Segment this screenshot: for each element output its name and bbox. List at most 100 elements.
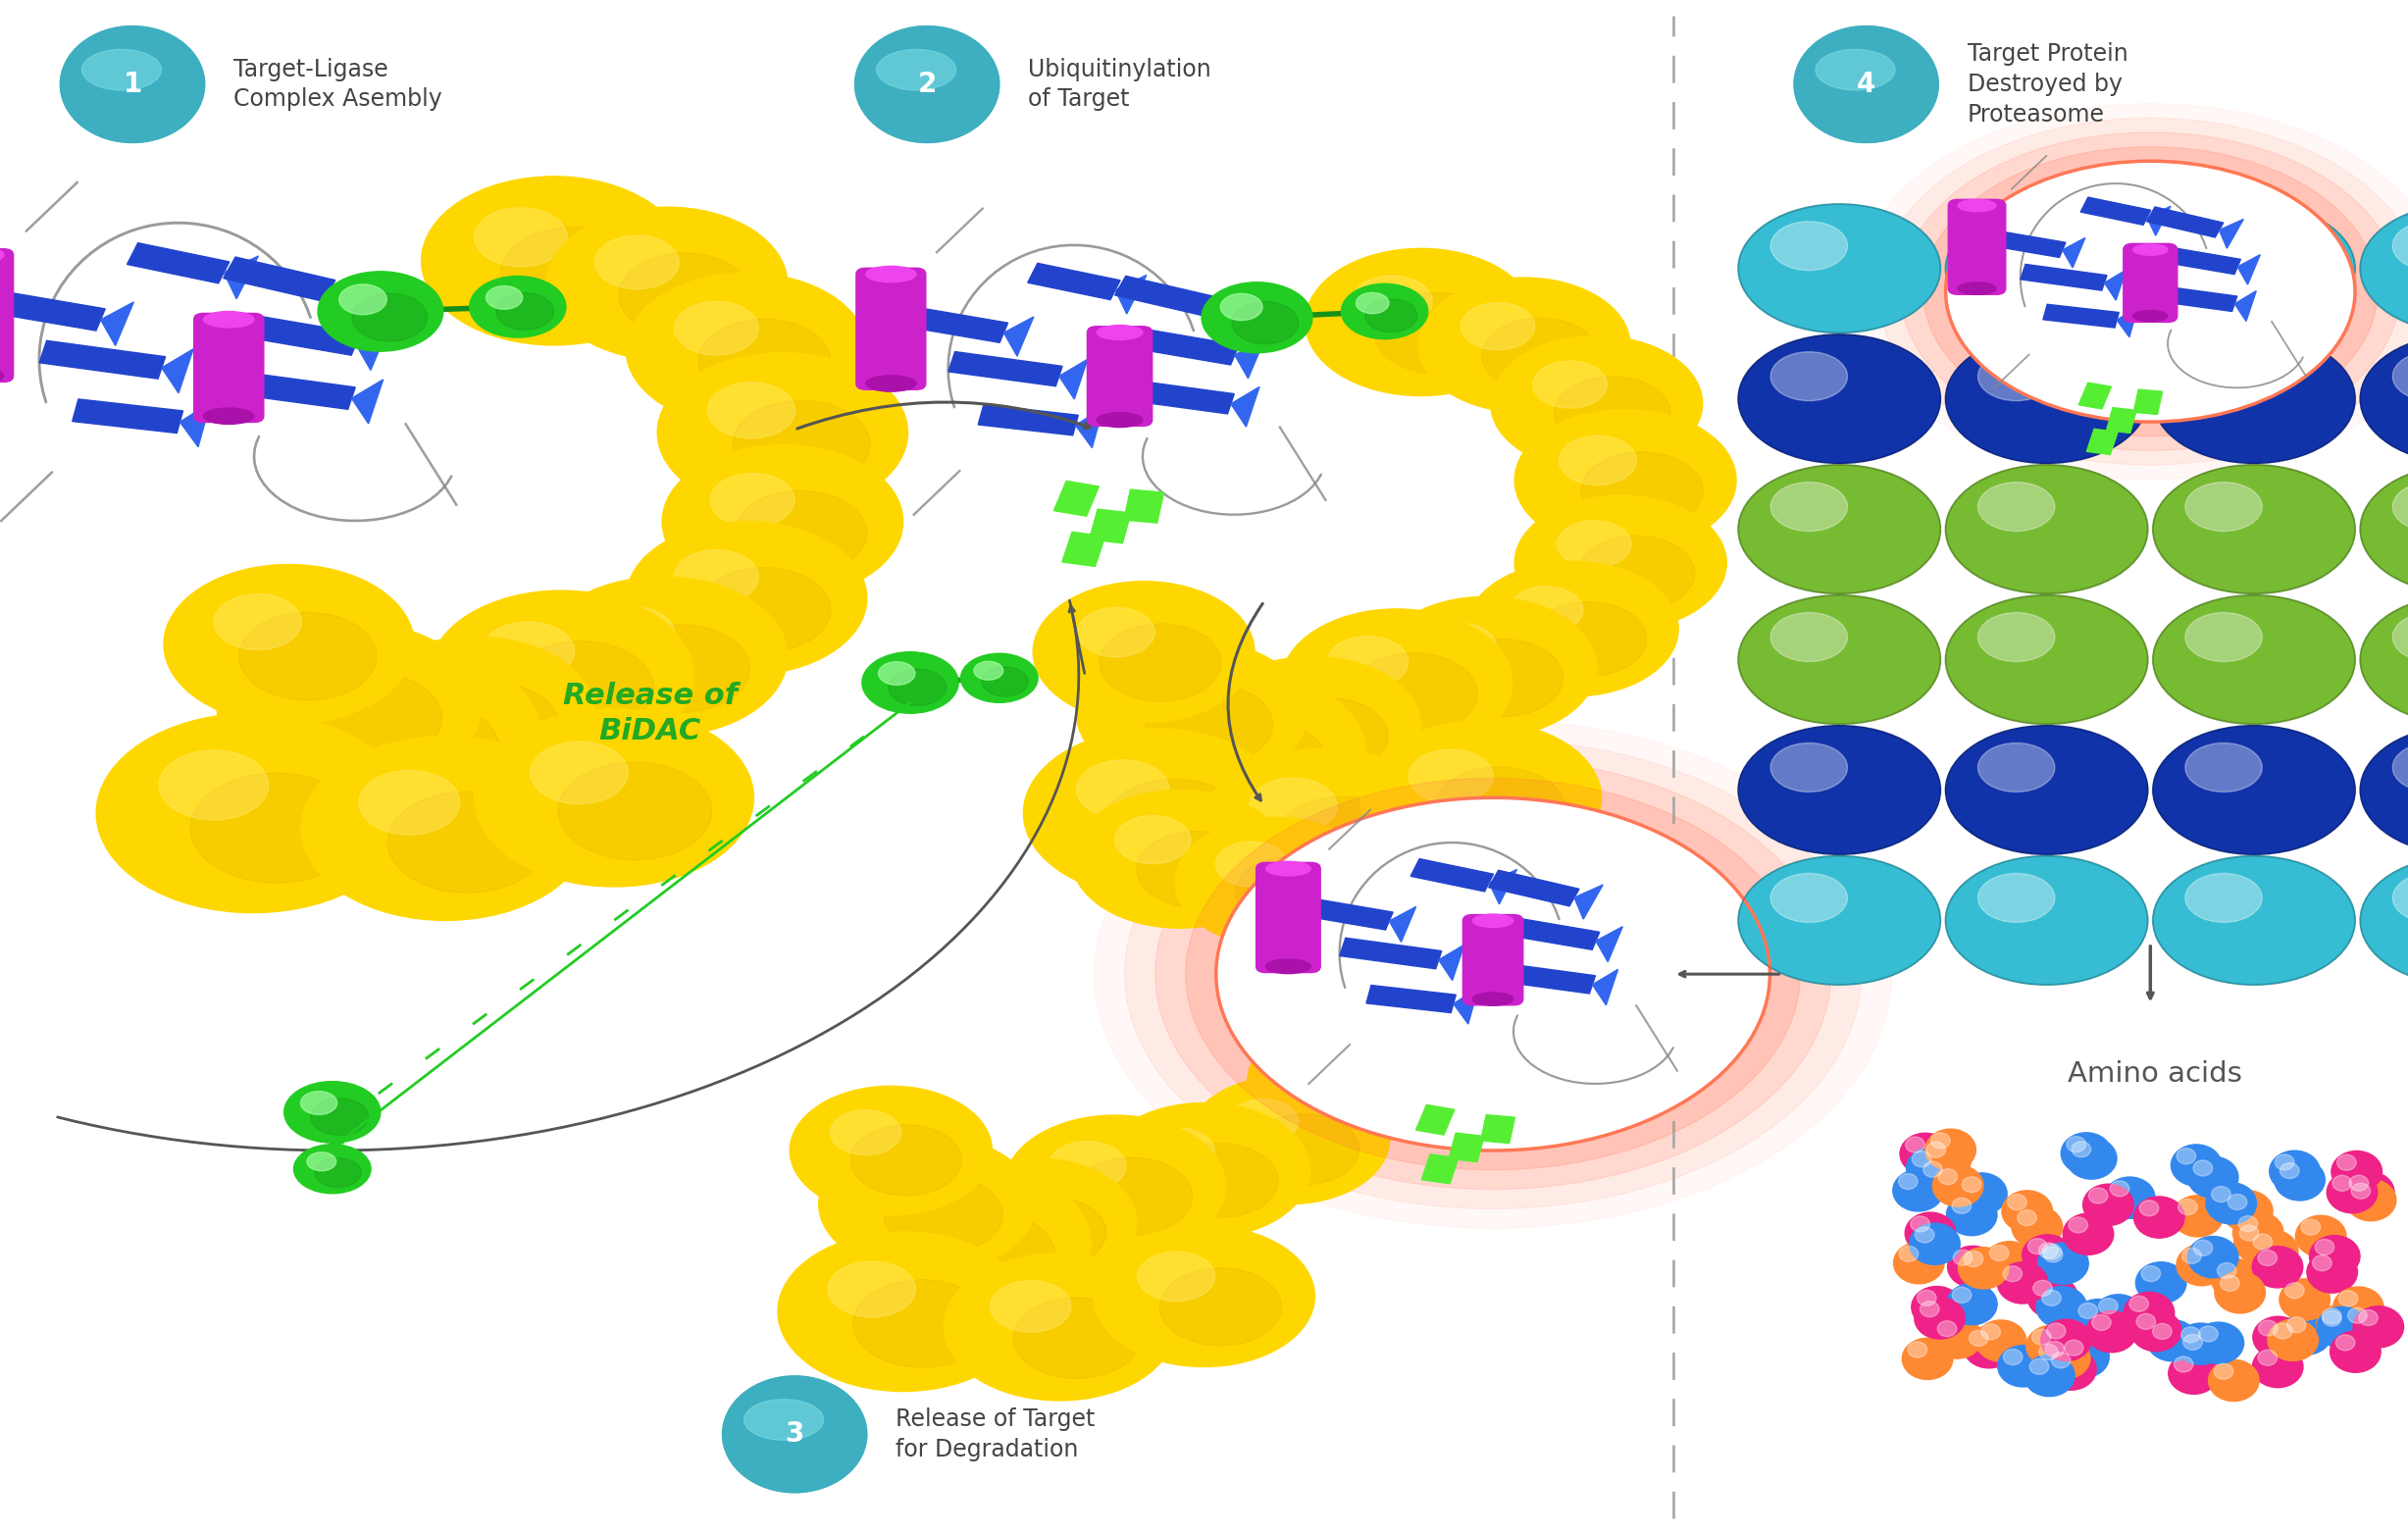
Ellipse shape xyxy=(1926,1129,1977,1170)
FancyBboxPatch shape xyxy=(1948,199,2006,295)
Ellipse shape xyxy=(2321,1310,2341,1327)
Ellipse shape xyxy=(1982,1324,2001,1339)
Ellipse shape xyxy=(1948,1246,1999,1287)
Circle shape xyxy=(2394,742,2408,792)
Circle shape xyxy=(2394,612,2408,661)
Ellipse shape xyxy=(2138,1200,2158,1216)
Ellipse shape xyxy=(2073,1299,2124,1341)
Circle shape xyxy=(402,666,486,718)
Ellipse shape xyxy=(2184,1335,2203,1350)
Ellipse shape xyxy=(2302,1220,2321,1235)
Polygon shape xyxy=(1076,408,1103,448)
Circle shape xyxy=(354,637,595,790)
Circle shape xyxy=(1946,161,2355,422)
Circle shape xyxy=(508,641,653,735)
Circle shape xyxy=(1946,465,2148,594)
Ellipse shape xyxy=(2042,1319,2093,1361)
Polygon shape xyxy=(1211,293,1243,331)
Polygon shape xyxy=(224,256,258,299)
Circle shape xyxy=(2394,482,2408,531)
Ellipse shape xyxy=(2008,1195,2028,1210)
Circle shape xyxy=(1235,856,1346,927)
Ellipse shape xyxy=(2037,1287,2088,1328)
Circle shape xyxy=(1076,759,1170,819)
Circle shape xyxy=(1481,318,1599,393)
Circle shape xyxy=(474,709,754,887)
Circle shape xyxy=(1361,721,1601,874)
Ellipse shape xyxy=(2148,1319,2199,1361)
Polygon shape xyxy=(2107,408,2136,433)
Ellipse shape xyxy=(1910,1216,1929,1232)
Ellipse shape xyxy=(2047,1348,2097,1390)
Circle shape xyxy=(1100,624,1221,701)
Ellipse shape xyxy=(2268,1319,2319,1361)
Ellipse shape xyxy=(1796,28,1936,141)
Circle shape xyxy=(426,683,559,767)
Ellipse shape xyxy=(2032,1341,2083,1382)
Ellipse shape xyxy=(2066,1137,2085,1152)
Ellipse shape xyxy=(1963,1177,1982,1192)
Ellipse shape xyxy=(2239,1226,2259,1241)
Ellipse shape xyxy=(1912,1150,1931,1167)
Ellipse shape xyxy=(2268,1150,2319,1192)
Circle shape xyxy=(1233,302,1298,344)
Ellipse shape xyxy=(60,26,205,143)
Circle shape xyxy=(1739,465,1941,594)
Ellipse shape xyxy=(2030,1359,2049,1374)
Circle shape xyxy=(1466,561,1678,696)
Ellipse shape xyxy=(2336,1335,2355,1350)
Circle shape xyxy=(626,273,867,426)
Ellipse shape xyxy=(2232,1212,2283,1253)
Circle shape xyxy=(1739,595,1941,724)
Circle shape xyxy=(2184,221,2261,270)
FancyBboxPatch shape xyxy=(1257,862,1320,973)
Circle shape xyxy=(1515,495,1727,630)
Ellipse shape xyxy=(1794,26,1938,143)
Circle shape xyxy=(1125,739,1861,1209)
Ellipse shape xyxy=(1794,26,1938,143)
Ellipse shape xyxy=(1938,1321,1958,1336)
Text: 2: 2 xyxy=(917,71,937,98)
Circle shape xyxy=(352,293,429,341)
Circle shape xyxy=(1204,657,1421,795)
Ellipse shape xyxy=(60,28,205,141)
Ellipse shape xyxy=(2353,1305,2403,1347)
Circle shape xyxy=(790,1086,992,1215)
Polygon shape xyxy=(1139,330,1238,365)
Circle shape xyxy=(710,472,795,526)
Polygon shape xyxy=(1060,359,1088,399)
Circle shape xyxy=(1375,597,1597,738)
Polygon shape xyxy=(224,258,335,301)
Ellipse shape xyxy=(60,26,205,143)
Ellipse shape xyxy=(2133,1197,2184,1238)
Circle shape xyxy=(2360,856,2408,985)
Circle shape xyxy=(1365,299,1416,331)
Circle shape xyxy=(1558,520,1630,568)
Circle shape xyxy=(1161,1143,1279,1218)
Ellipse shape xyxy=(1098,413,1144,426)
Circle shape xyxy=(831,1111,901,1155)
Ellipse shape xyxy=(2136,1313,2155,1330)
Ellipse shape xyxy=(2133,244,2167,255)
Ellipse shape xyxy=(2220,1275,2239,1292)
Circle shape xyxy=(934,1158,1137,1287)
Ellipse shape xyxy=(2064,1339,2083,1356)
Circle shape xyxy=(1770,221,1847,270)
Circle shape xyxy=(1033,581,1255,723)
Polygon shape xyxy=(2020,264,2107,290)
Ellipse shape xyxy=(2326,1172,2377,1213)
Polygon shape xyxy=(2133,390,2162,414)
Circle shape xyxy=(2394,351,2408,400)
Ellipse shape xyxy=(2295,1215,2345,1256)
Text: Target Protein
Destroyed by
Proteasome: Target Protein Destroyed by Proteasome xyxy=(1967,43,2129,126)
Ellipse shape xyxy=(2259,1321,2278,1336)
Circle shape xyxy=(1216,842,1286,887)
Circle shape xyxy=(2394,873,2408,922)
Ellipse shape xyxy=(725,1378,864,1491)
Ellipse shape xyxy=(2276,1160,2326,1201)
Ellipse shape xyxy=(2194,1239,2213,1256)
Circle shape xyxy=(674,301,759,354)
Circle shape xyxy=(889,669,946,706)
Circle shape xyxy=(674,549,759,603)
Ellipse shape xyxy=(1975,1321,2025,1362)
